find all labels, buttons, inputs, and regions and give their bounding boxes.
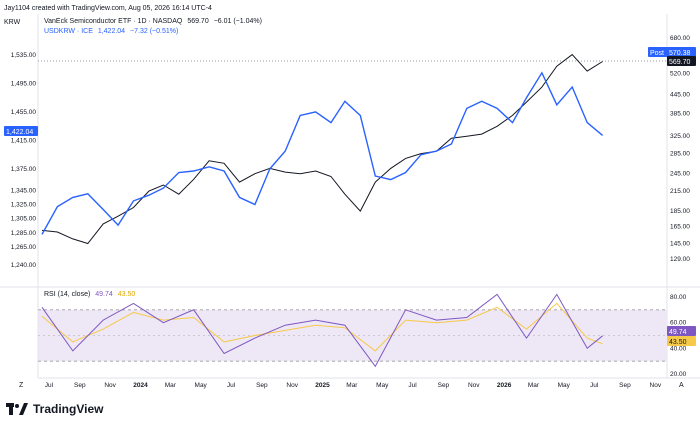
time-axis-ticks: Jul Sep Nov 2024 Mar May Jul Sep Nov 2025 Mar May Ju…: [45, 382, 662, 389]
rsi-axis-tick-label: 40.00: [670, 345, 687, 352]
series2-value: 1,422.04: [98, 28, 125, 35]
right-axis-ticks: 680.00600.00520.00445.00385.00325.00285.…: [670, 35, 690, 263]
krw-last-badge: 1,422.04: [4, 126, 38, 136]
time-axis-tick-label: Sep: [438, 382, 450, 389]
left-axis-label: KRW: [4, 19, 21, 26]
time-axis-tick-label: May: [558, 382, 571, 389]
right-axis-tick-label: 145.00: [670, 240, 690, 247]
time-axis-tick-label: Jul: [227, 382, 236, 389]
smh-series-line: [41, 53, 603, 245]
rsi-axis-tick-label: 80.00: [670, 294, 687, 301]
left-axis-tick-label: 1,375.00: [11, 166, 37, 173]
time-axis-tick-label: Jul: [408, 382, 417, 389]
svg-text:VanEck Semiconductor ETF · 1D: VanEck Semiconductor ETF · 1D · NASDAQ 5…: [44, 18, 262, 25]
time-axis-tick-label: Jul: [590, 382, 599, 389]
rsi-value-badge: 49.74: [667, 326, 696, 336]
right-axis-tick-label: 129.00: [670, 256, 690, 263]
right-axis-tick-label: 520.00: [670, 71, 690, 78]
left-axis-tick-label: 1,415.00: [11, 137, 37, 144]
rsi-axis-tick-label: 60.00: [670, 320, 687, 327]
time-axis-tick-label: Sep: [256, 382, 268, 389]
time-axis-tick-label: May: [376, 382, 389, 389]
post-badge-value: 570.38: [669, 50, 691, 57]
rsi-axis-ticks: 80.00 60.00 40.00 20.00: [670, 294, 687, 378]
left-axis-tick-label: 1,455.00: [11, 109, 37, 116]
right-axis-tick-label: 385.00: [670, 111, 690, 118]
right-axis-tick-label: 165.00: [670, 223, 690, 230]
series2-change: −7.32 (−0.51%): [130, 28, 178, 35]
right-axis-tick-label: 245.00: [670, 171, 690, 178]
created-by-text: Jay1104 created with TradingView.com, Au…: [4, 5, 212, 12]
rsi-label: RSI (14, close): [44, 291, 90, 298]
auto-scale-button[interactable]: A: [679, 382, 684, 389]
series1-value: 569.70: [187, 18, 209, 25]
time-axis-tick-label: May: [195, 382, 208, 389]
smh-last-badge-text: 569.70: [669, 59, 691, 66]
tradingview-logo-icon: [6, 403, 28, 415]
time-axis-tick-label: Mar: [165, 382, 177, 389]
time-axis-tick-label: Nov: [286, 382, 298, 389]
usdkrw-series-line: [41, 71, 604, 235]
smh-last-badge: 569.70: [667, 56, 696, 66]
svg-text:RSI (14, close) 49.74: RSI (14, close) 49.74 43.50: [44, 291, 135, 298]
time-axis-tick-label: Sep: [619, 382, 631, 389]
left-axis-tick-label: 1,345.00: [11, 187, 37, 194]
time-axis-tick-label: Mar: [346, 382, 358, 389]
rsi-series-line: [41, 293, 603, 368]
svg-text:USDKRW · ICE 1,422.04: USDKRW · ICE 1,422.04 −7.32 (−0.51%): [44, 28, 178, 35]
series1-name: VanEck Semiconductor ETF · 1D · NASDAQ: [44, 18, 183, 25]
left-axis-tick-label: 1,325.00: [11, 201, 37, 208]
series1-change: −6.01 (−1.04%): [214, 18, 262, 25]
left-axis-tick-label: 1,265.00: [11, 244, 37, 251]
right-axis-tick-label: 215.00: [670, 188, 690, 195]
left-axis-tick-label: 1,495.00: [11, 80, 37, 87]
series1-legend[interactable]: VanEck Semiconductor ETF · 1D · NASDAQ 5…: [44, 18, 262, 25]
right-axis-tick-label: 325.00: [670, 133, 690, 140]
rsi-ma-series-line: [41, 302, 603, 352]
zoom-corner-button[interactable]: Z: [19, 382, 24, 389]
left-axis-tick-label: 1,240.00: [11, 262, 37, 269]
time-axis-tick-label: 2024: [133, 382, 148, 389]
post-badge-label: Post: [650, 50, 664, 57]
tradingview-brand: TradingView: [6, 401, 103, 417]
rsi-ma-badge: 43.50: [667, 336, 696, 346]
tradingview-brand-text: TradingView: [33, 402, 104, 416]
right-axis-tick-label: 285.00: [670, 151, 690, 158]
series2-legend[interactable]: USDKRW · ICE 1,422.04 −7.32 (−0.51%): [44, 28, 178, 35]
rsi-axis-tick-label: 20.00: [670, 371, 687, 378]
post-badge: Post 570.38: [648, 47, 696, 57]
rsi-legend-ma-value: 43.50: [118, 291, 136, 298]
time-axis-tick-label: Mar: [528, 382, 540, 389]
right-axis-tick-label: 680.00: [670, 35, 690, 42]
time-axis-tick-label: 2025: [315, 382, 330, 389]
time-axis-tick-label: Nov: [468, 382, 480, 389]
time-axis-tick-label: 2026: [497, 382, 512, 389]
series2-name: USDKRW · ICE: [44, 28, 93, 35]
left-axis-ticks: 1,535.00 1,495.00 1,455.00 1,415.00 1,375.00…: [11, 52, 37, 269]
left-axis-tick-label: 1,305.00: [11, 216, 37, 223]
time-axis-tick-label: Jul: [45, 382, 54, 389]
rsi-legend-value: 49.74: [95, 291, 113, 298]
time-axis-tick-label: Nov: [104, 382, 116, 389]
rsi-legend[interactable]: RSI (14, close) 49.74 43.50: [44, 291, 135, 298]
left-axis-tick-label: 1,285.00: [11, 230, 37, 237]
rsi-ma-badge-text: 43.50: [669, 339, 687, 346]
rsi-value-badge-text: 49.74: [669, 329, 687, 336]
krw-last-badge-text: 1,422.04: [6, 129, 33, 136]
time-axis-tick-label: Nov: [650, 382, 662, 389]
right-axis-tick-label: 185.00: [670, 208, 690, 215]
right-axis-tick-label: 445.00: [670, 91, 690, 98]
left-axis-tick-label: 1,535.00: [11, 52, 37, 59]
time-axis-tick-label: Sep: [74, 382, 86, 389]
